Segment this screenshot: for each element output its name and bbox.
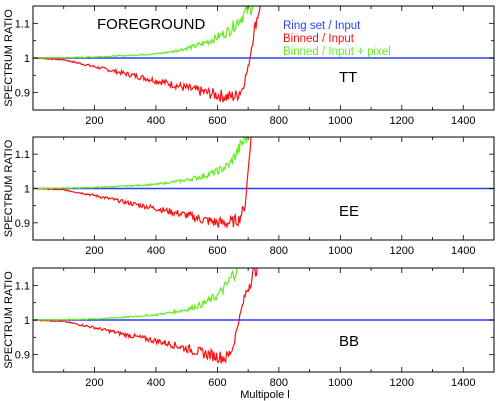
y-axis-label: SPECTRUM RATIO (3, 139, 15, 237)
series-line-binned-pixel (33, 268, 239, 321)
panel-label-bb: BB (339, 333, 359, 350)
panel-bb: 200 400 600 800 1000 1200 1400 0.9 1 1.1SPECTRUM … (3, 267, 495, 389)
panel-label-ee: EE (339, 203, 359, 220)
y-tick-label: 1.1 (15, 18, 30, 30)
y-tick-label: 1 (24, 53, 30, 65)
legend-label-ring-set: Ring set / Input (283, 20, 361, 32)
x-tick-label: 1000 (328, 377, 352, 389)
x-tick-label: 200 (85, 377, 103, 389)
y-tick-label: 0.9 (15, 218, 30, 230)
x-tick-label: 200 (85, 245, 103, 257)
series-line-binned (33, 268, 258, 364)
panel-ee: 200 400 600 800 1000 1200 1400 0.9 1 1.1SPECTRUM … (3, 136, 495, 257)
legend-label-binned: Binned / Input (283, 33, 355, 45)
panel-tt: 200 400 600 800 1000 1200 1400 0.9 1 1.1SPECTRUM … (3, 5, 495, 127)
y-tick-label: 0.9 (15, 88, 30, 100)
series-group (33, 268, 494, 364)
x-tick-label: 800 (270, 115, 288, 127)
x-tick-label: 400 (147, 377, 165, 389)
x-tick-label: 800 (270, 377, 288, 389)
series-line-binned (33, 137, 252, 230)
x-tick-label: 800 (270, 245, 288, 257)
y-axis-label: SPECTRUM RATIO (3, 9, 15, 107)
x-tick-label: 400 (147, 115, 165, 127)
y-axis-label: SPECTRUM RATIO (3, 271, 15, 369)
x-tick-label: 1200 (390, 377, 414, 389)
x-tick-label: 200 (85, 115, 103, 127)
x-tick-label: 400 (147, 245, 165, 257)
x-tick-label: 1400 (451, 377, 475, 389)
legend-label-binned-pixel: Binned / Input + pixel (283, 46, 391, 58)
x-tick-label: 600 (208, 115, 226, 127)
figure-title: FOREGROUND (97, 16, 206, 33)
series-group (33, 6, 494, 103)
y-tick-label: 1 (24, 315, 30, 327)
series-line-binned-pixel (33, 6, 254, 59)
panel-label-tt: TT (339, 69, 357, 86)
y-tick-label: 1.1 (15, 149, 30, 161)
x-tick-label: 1400 (451, 115, 475, 127)
x-tick-label: 1400 (451, 245, 475, 257)
y-tick-label: 1.1 (15, 280, 30, 292)
x-tick-label: 1200 (390, 115, 414, 127)
y-tick-label: 1 (24, 184, 30, 196)
series-group (33, 137, 494, 230)
y-tick-label: 0.9 (15, 350, 30, 362)
x-tick-label: 1200 (390, 245, 414, 257)
x-tick-label: 600 (208, 245, 226, 257)
x-tick-label: 600 (208, 377, 226, 389)
series-line-binned (33, 6, 261, 103)
x-axis-label: Multipole l (240, 389, 290, 401)
x-tick-label: 1000 (328, 245, 352, 257)
x-tick-label: 1000 (328, 115, 352, 127)
series-line-binned-pixel (33, 137, 248, 190)
